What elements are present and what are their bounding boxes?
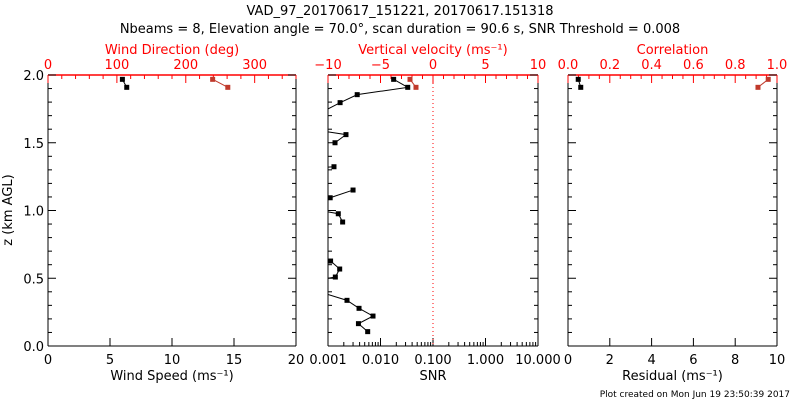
snr-point — [405, 84, 411, 90]
snr-point — [340, 219, 346, 225]
x-tick-label: 1.000 — [467, 353, 504, 368]
snr-point — [337, 266, 343, 272]
top-tick-label: 1.0 — [767, 58, 788, 73]
top-tick-label: 0.8 — [725, 58, 746, 73]
correlation-point — [755, 84, 761, 90]
snr-point — [343, 132, 349, 138]
snr-line — [330, 189, 354, 199]
y-tick-label: 1.5 — [23, 137, 44, 152]
top-tick-label: 0.0 — [558, 58, 579, 73]
top-tick-label: 0.4 — [641, 58, 662, 73]
y-tick-label: 2.0 — [23, 69, 44, 84]
wind-speed-point — [119, 76, 125, 82]
x-tick-label: 6 — [689, 353, 697, 368]
x-tick-label: 0 — [564, 353, 572, 368]
snr-point — [337, 100, 343, 106]
top-tick-label: 300 — [242, 58, 267, 73]
panel-2: 0.001 0.010 0.100 1.000 10.000 SNR −10 −5 0 5 10 Ve… — [309, 43, 560, 384]
series-group — [328, 76, 419, 335]
snr-point — [391, 76, 397, 82]
snr-point — [356, 305, 362, 311]
correlation-point — [765, 76, 771, 82]
y-axis-label: z (km AGL) — [1, 174, 16, 245]
top-tick-label: 5 — [481, 58, 489, 73]
x-tick-label: 20 — [288, 353, 305, 368]
x-tick-label: 8 — [731, 353, 739, 368]
snr-point — [328, 195, 333, 201]
snr-point — [332, 140, 338, 146]
snr-point — [328, 258, 334, 264]
y-tick-label: 0.0 — [23, 340, 44, 355]
snr-point — [350, 187, 356, 193]
series-group — [575, 76, 771, 90]
title-line-2: Nbeams = 8, Elevation angle = 70.0°, sca… — [120, 22, 680, 37]
residual-point — [575, 76, 581, 82]
snr-point — [344, 297, 350, 303]
x-tick-label: 2 — [606, 353, 614, 368]
x-tick-label: 0.010 — [362, 353, 399, 368]
panel-3: 0 2 4 6 8 10 Residual (ms⁻¹) 0.0 0.2 0.4 0.6 0.8 1.0… — [558, 43, 788, 384]
y-tick-label: 1.0 — [23, 205, 44, 220]
top-tick-label: 0.6 — [683, 58, 704, 73]
top-tick-label: 100 — [104, 58, 129, 73]
x-tick-label: 10 — [769, 353, 786, 368]
snr-point — [354, 92, 360, 98]
title-line-1: VAD_97_20170617_151221, 20170617.151318 — [247, 4, 554, 19]
wind-direction-line — [212, 78, 229, 88]
x-tick-label: 0.001 — [309, 353, 346, 368]
x-tick-label: 10.000 — [515, 353, 561, 368]
vertical-velocity-point — [407, 76, 413, 82]
top-tick-label: 0 — [429, 58, 437, 73]
top-axis-label: Wind Direction (deg) — [105, 43, 239, 58]
top-tick-label: −10 — [314, 58, 341, 73]
top-axis-label: Correlation — [637, 43, 709, 58]
snr-point — [331, 164, 337, 170]
x-axis-label: Wind Speed (ms⁻¹) — [110, 369, 233, 384]
series-group — [119, 76, 231, 90]
top-tick-label: 0.2 — [599, 58, 620, 73]
snr-line — [328, 294, 375, 333]
x-tick-label: 0 — [44, 353, 52, 368]
y-tick-label: 0.5 — [23, 272, 44, 287]
x-tick-label: 0.100 — [414, 353, 451, 368]
wind-direction-point — [210, 76, 216, 82]
snr-point — [365, 329, 371, 335]
snr-point — [370, 313, 376, 319]
residual-point — [578, 84, 584, 90]
footer-text: Plot created on Mon Jun 19 23:50:39 2017 — [600, 390, 790, 400]
x-tick-label: 10 — [164, 353, 181, 368]
x-tick-label: 5 — [106, 353, 114, 368]
wind-speed-point — [124, 84, 130, 90]
top-tick-label: −5 — [371, 58, 390, 73]
wind-direction-point — [225, 84, 231, 90]
snr-line — [328, 260, 341, 279]
top-tick-label: 10 — [530, 58, 547, 73]
top-tick-label: 0 — [44, 58, 52, 73]
top-axis-label: Vertical velocity (ms⁻¹) — [358, 43, 507, 58]
snr-point — [332, 274, 338, 280]
snr-point — [335, 211, 341, 217]
x-tick-label: 15 — [226, 353, 243, 368]
x-tick-label: 4 — [647, 353, 655, 368]
top-tick-label: 200 — [173, 58, 198, 73]
vertical-velocity-point — [413, 84, 419, 90]
x-axis-label: Residual (ms⁻¹) — [622, 369, 723, 384]
x-axis-label: SNR — [419, 369, 446, 384]
snr-point — [355, 321, 361, 327]
